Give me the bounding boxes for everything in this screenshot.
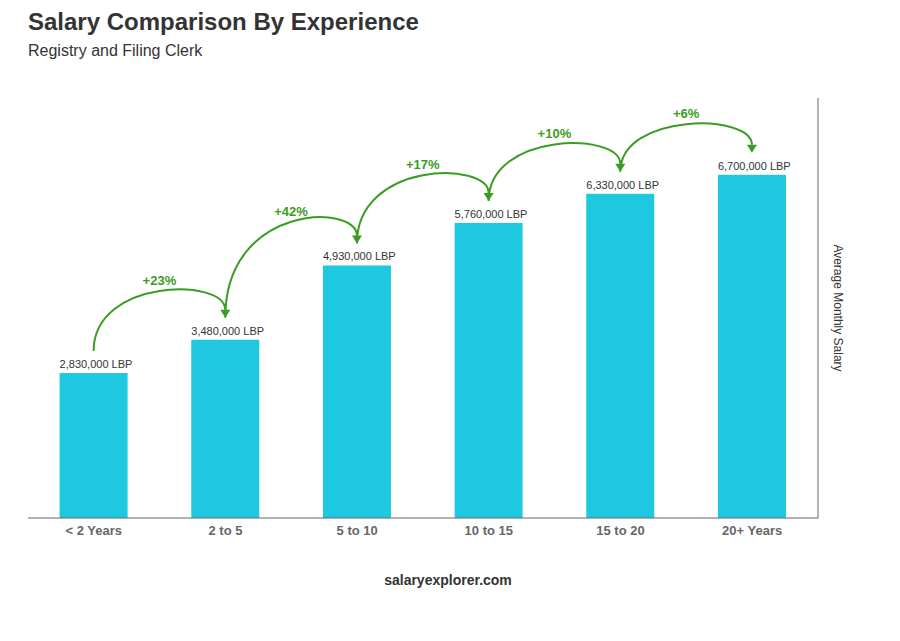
- svg-text:2,830,000 LBP: 2,830,000 LBP: [60, 358, 133, 370]
- html-text:Registry and Filing Clerk: Registry and Filing Clerk: [28, 42, 203, 59]
- svg-text:6,330,000 LBP: 6,330,000 LBP: [586, 179, 659, 191]
- svg-text:4,930,000 LBP: 4,930,000 LBP: [323, 250, 396, 262]
- svg-text:+10%: +10%: [538, 126, 572, 141]
- svg-text:5,760,000 LBP: 5,760,000 LBP: [455, 208, 528, 220]
- svg-text:6,700,000 LBP: 6,700,000 LBP: [718, 160, 791, 172]
- svg-text:+17%: +17%: [406, 157, 440, 172]
- svg-text:10 to 15: 10 to 15: [465, 523, 513, 538]
- svg-text:5 to 10: 5 to 10: [337, 523, 378, 538]
- svg-text:Average Monthly Salary: Average Monthly Salary: [831, 244, 845, 371]
- svg-text:3,480,000 LBP: 3,480,000 LBP: [191, 325, 264, 337]
- html-text:salary explorer.com: salary explorer.com: [384, 572, 512, 588]
- svg-text:20+ Years: 20+ Years: [722, 523, 782, 538]
- svg-text:+23%: +23%: [143, 273, 177, 288]
- svg-text:2 to 5: 2 to 5: [209, 523, 243, 538]
- svg-text:15 to 20: 15 to 20: [596, 523, 644, 538]
- svg-text:+6%: +6%: [673, 106, 700, 121]
- html-text:Salary Comparison By Experienc: Salary Comparison By Experience: [28, 8, 419, 35]
- svg-text:+42%: +42%: [274, 204, 308, 219]
- svg-text:< 2 Years: < 2 Years: [66, 523, 123, 538]
